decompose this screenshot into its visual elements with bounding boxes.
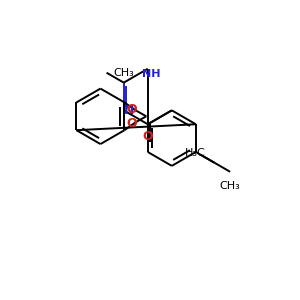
Text: O: O bbox=[126, 103, 137, 116]
Text: CH₃: CH₃ bbox=[113, 68, 134, 78]
Text: O: O bbox=[126, 117, 137, 130]
Text: CH₃: CH₃ bbox=[220, 181, 241, 191]
Text: N: N bbox=[124, 104, 134, 117]
Text: O: O bbox=[142, 130, 153, 142]
Text: H₃C: H₃C bbox=[184, 148, 205, 158]
Text: NH: NH bbox=[142, 69, 161, 79]
